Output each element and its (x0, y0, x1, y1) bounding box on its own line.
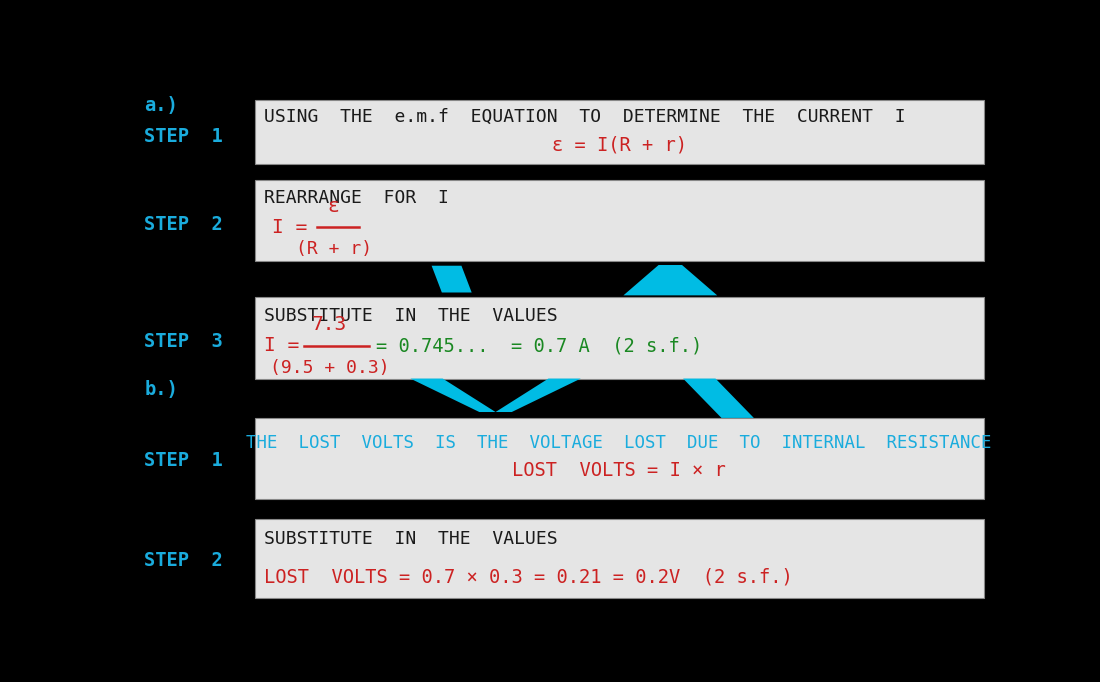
Text: SUBSTITUTE  IN  THE  VALUES: SUBSTITUTE IN THE VALUES (264, 530, 558, 548)
Text: LOST  VOLTS = 0.7 × 0.3 = 0.21 = 0.2V  (2 s.f.): LOST VOLTS = 0.7 × 0.3 = 0.21 = 0.2V (2 … (264, 567, 792, 586)
FancyBboxPatch shape (255, 180, 985, 261)
FancyBboxPatch shape (255, 100, 985, 164)
Text: ε: ε (328, 196, 340, 216)
Polygon shape (683, 379, 754, 418)
Polygon shape (624, 265, 717, 295)
Text: ε = I(R + r): ε = I(R + r) (552, 136, 686, 155)
Text: a.): a.) (144, 96, 178, 115)
Text: I =: I = (264, 336, 299, 355)
FancyBboxPatch shape (255, 519, 985, 597)
Text: (R + r): (R + r) (296, 240, 372, 258)
Text: b.): b.) (144, 380, 178, 398)
FancyBboxPatch shape (255, 297, 985, 379)
Text: = 0.745...  = 0.7 A  (2 s.f.): = 0.745... = 0.7 A (2 s.f.) (376, 336, 703, 355)
FancyBboxPatch shape (255, 418, 985, 499)
Text: USING  THE  e.m.f  EQUATION  TO  DETERMINE  THE  CURRENT  I: USING THE e.m.f EQUATION TO DETERMINE TH… (264, 108, 905, 126)
Text: SUBSTITUTE  IN  THE  VALUES: SUBSTITUTE IN THE VALUES (264, 306, 558, 325)
Text: (9.5 + 0.3): (9.5 + 0.3) (270, 359, 389, 376)
Text: STEP  3: STEP 3 (144, 332, 223, 351)
Text: STEP  1: STEP 1 (144, 128, 223, 147)
Text: STEP  1: STEP 1 (144, 451, 223, 471)
Text: REARRANGE  FOR  I: REARRANGE FOR I (264, 190, 449, 207)
Polygon shape (495, 379, 581, 412)
Text: LOST  VOLTS = I × r: LOST VOLTS = I × r (513, 460, 726, 479)
Text: THE  LOST  VOLTS  IS  THE  VOLTAGE  LOST  DUE  TO  INTERNAL  RESISTANCE: THE LOST VOLTS IS THE VOLTAGE LOST DUE T… (246, 434, 992, 452)
Text: STEP  2: STEP 2 (144, 551, 223, 570)
Text: STEP  2: STEP 2 (144, 216, 223, 234)
Polygon shape (431, 266, 472, 293)
Text: 7.3: 7.3 (311, 315, 346, 334)
Polygon shape (410, 379, 495, 412)
Text: I =: I = (272, 218, 307, 237)
